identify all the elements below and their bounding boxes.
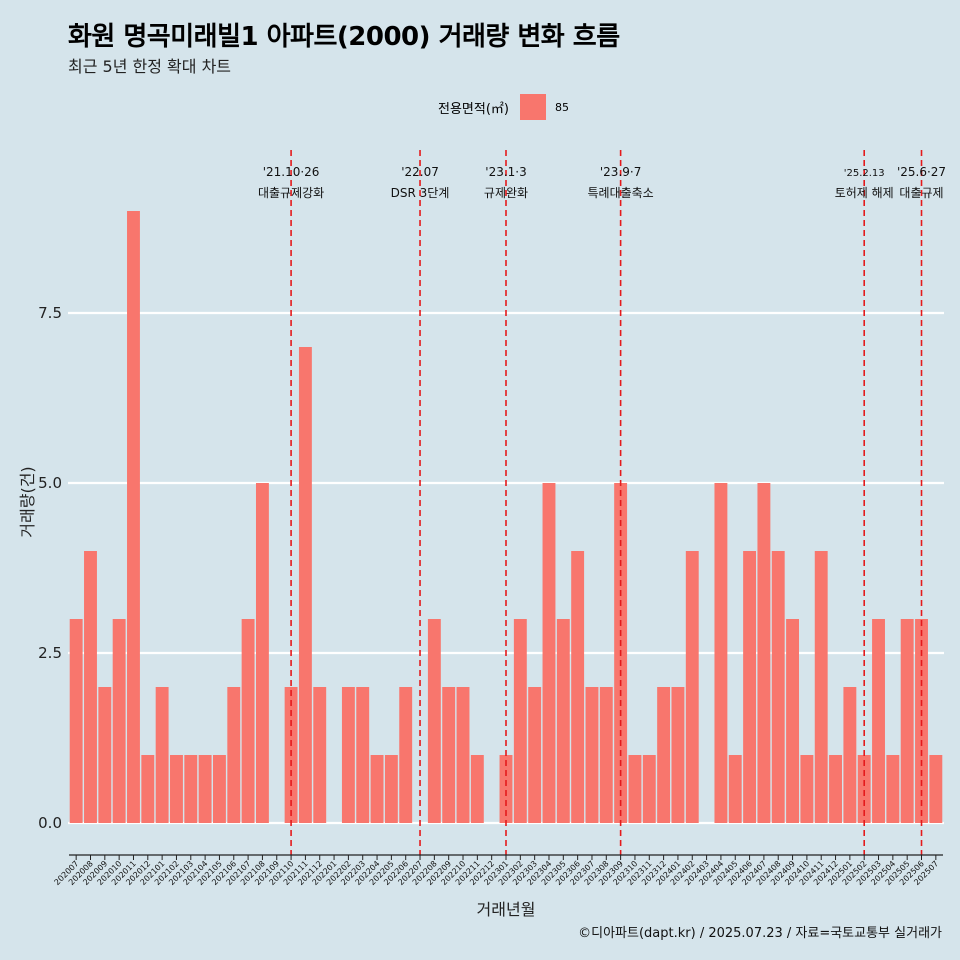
bar-202204 [370,755,384,823]
bar-202203 [356,687,370,823]
bar-202008 [84,551,97,823]
event-date-0: '21.10·26 [263,165,320,179]
bar-202410 [800,755,814,823]
bar-202107 [241,619,255,823]
bars [69,211,943,823]
bar-202411 [814,551,828,823]
legend-swatch [519,94,546,120]
source-caption: ©디아파트(dapt.kr) / 2025.07.23 / 자료=국토교통부 실… [578,926,942,941]
bar-202408 [771,551,785,823]
legend: 전용면적(㎡) 85 [438,93,569,121]
bar-202503 [872,619,885,823]
bar-202104 [198,755,212,823]
event-label-0: 대출규제강화 [258,186,324,200]
bar-202206 [399,687,413,823]
bar-202507 [929,755,943,823]
chart-subtitle: 최근 5년 한정 확대 차트 [68,57,232,76]
y-axis-ticks: 0.0 2.5 5.0 7.5 [38,304,62,832]
bar-202012 [141,755,155,823]
bar-202305 [556,619,570,823]
bar-202007 [69,619,83,823]
bar-202205 [384,755,398,823]
bar-202306 [571,551,585,823]
event-label-3: 특례대출축소 [587,186,653,200]
event-label-2: 규제완화 [484,186,528,200]
event-date-2: '23.1·3 [485,165,526,179]
bar-202310 [628,755,642,823]
bar-202009 [98,687,112,823]
bar-202311 [642,755,656,823]
event-label-5: 대출규제 [899,186,943,200]
bar-202406 [743,551,757,823]
bar-202208 [427,619,441,823]
bar-202312 [657,687,671,823]
bar-202407 [757,483,771,823]
y-axis-title: 거래량(건) [18,466,37,537]
y-tick-label-0: 0.0 [38,814,62,832]
event-date-4: '25.2.13 [844,168,885,179]
bar-202101 [155,687,169,823]
bar-202304 [542,483,556,823]
bar-202308 [599,687,613,823]
bar-202401 [671,687,685,823]
chart-title: 화원 명곡미래빌1 아파트(2000) 거래량 변화 흐름 [68,22,620,52]
x-axis: 2020072020082020092020102020112020122021… [53,854,943,887]
bar-202202 [341,687,355,823]
bar-202501 [843,687,857,823]
bar-202412 [829,755,842,823]
bar-202209 [442,687,456,823]
bar-202112 [313,687,327,823]
bar-202106 [227,687,241,823]
bar-202011 [127,211,140,823]
bar-202105 [212,755,226,823]
grid-lines [68,311,944,825]
legend-item-label: 85 [554,100,569,114]
x-axis-title: 거래년월 [477,900,536,919]
bar-202307 [585,687,599,823]
bar-202404 [714,483,728,823]
bar-202405 [728,755,742,823]
bar-202502 [857,755,871,823]
event-label-4: 토허제 해제 [835,186,894,200]
bar-202303 [528,687,542,823]
bar-202103 [184,755,198,823]
event-date-3: '23.9·7 [600,165,641,179]
bar-202010 [112,619,126,823]
bar-202211 [470,755,484,823]
bar-202108 [255,483,269,823]
bar-202301 [499,755,513,823]
bar-202302 [513,619,527,823]
event-label-1: DSR 3단계 [391,186,450,200]
event-date-1: '22.07 [401,165,439,179]
legend-title: 전용면적(㎡) [438,101,509,117]
y-tick-label-1: 2.5 [38,644,62,662]
y-tick-label-2: 5.0 [38,474,62,492]
event-date-5: '25.6·27 [897,165,946,179]
bar-202210 [456,687,470,823]
bar-202111 [298,347,312,823]
bar-202409 [786,619,800,823]
y-tick-label-3: 7.5 [38,304,62,322]
bar-202102 [170,755,183,823]
bar-202504 [886,755,900,823]
event-markers: '21.10·26 대출규제강화 '22.07 DSR 3단계 '23.1·3 규제완화 '… [258,150,946,855]
bar-202505 [900,619,914,823]
bar-202402 [685,551,699,823]
